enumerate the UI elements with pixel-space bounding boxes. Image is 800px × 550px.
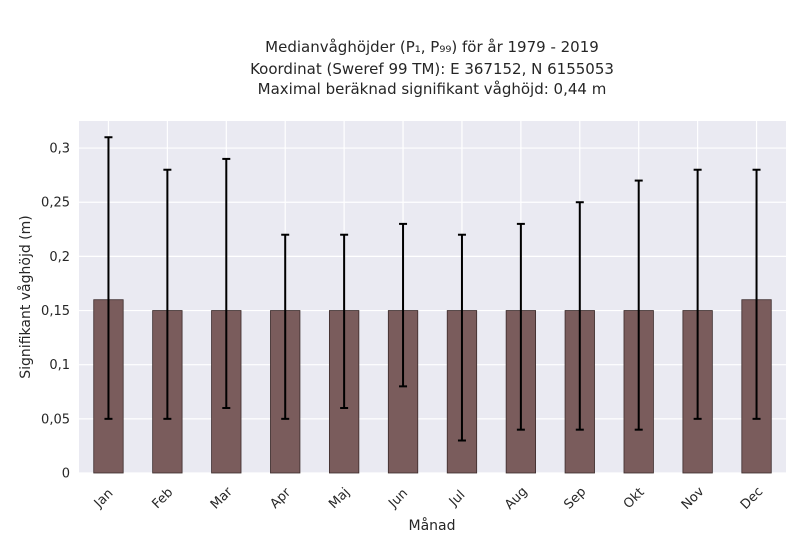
y-tick-label: 0,05 (41, 412, 70, 427)
x-tick-label: Jan (91, 486, 116, 511)
title-line-2: Koordinat (Sweref 99 TM): E 367152, N 61… (250, 60, 614, 78)
y-tick-label: 0,25 (41, 196, 70, 211)
x-tick-label: Okt (621, 485, 648, 512)
x-tick-label: Maj (326, 485, 353, 512)
x-tick-label: Jul (446, 488, 468, 510)
plot-area (79, 121, 786, 473)
chart-title: Medianvåghöjder (P₁, P₉₉) för år 1979 - … (250, 38, 614, 98)
x-tick-label: Apr (267, 485, 294, 512)
title-line-1: Medianvåghöjder (P₁, P₉₉) för år 1979 - … (265, 38, 599, 56)
error-bars (104, 136, 761, 442)
y-axis-ticks: 0 0,05 0,1 0,15 0,2 0,25 0,3 (41, 142, 70, 482)
x-tick-label: Dec (738, 484, 766, 512)
x-tick-label: Mar (208, 484, 236, 512)
x-tick-label: Aug (502, 484, 531, 513)
y-axis-label: Signifikant våghöjd (m) (17, 215, 34, 378)
y-tick-label: 0,2 (49, 250, 70, 265)
x-axis-label: Månad (409, 517, 456, 534)
x-tick-label: Sep (561, 485, 589, 513)
y-tick-label: 0,3 (49, 142, 70, 157)
y-tick-label: 0 (62, 467, 70, 482)
y-tick-label: 0,1 (49, 358, 70, 373)
x-tick-label: Feb (149, 485, 176, 512)
x-tick-label: Jun (385, 486, 411, 512)
title-line-3: Maximal beräknad signifikant våghöjd: 0,… (258, 80, 607, 98)
y-tick-label: 0,15 (41, 304, 70, 319)
x-axis-ticks: Jan Feb Mar Apr Maj Jun Jul Aug Sep Okt Nov Dec (91, 484, 766, 513)
x-tick-label: Nov (679, 484, 708, 513)
